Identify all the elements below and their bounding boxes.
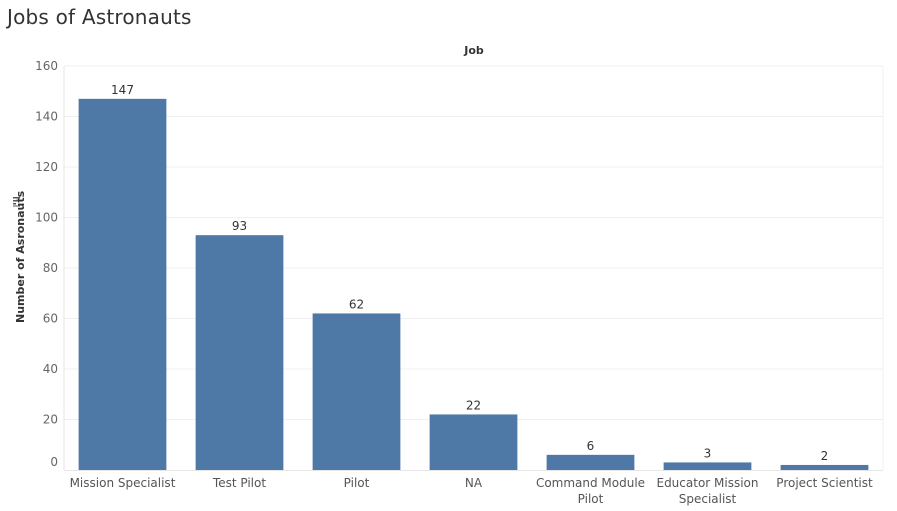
x-tick-label: Mission Specialist	[70, 476, 176, 490]
y-tick-label: 100	[35, 211, 58, 225]
bar[interactable]	[663, 462, 752, 470]
data-label: 3	[704, 446, 712, 460]
column-header: Job	[463, 44, 484, 57]
y-tick-label: 0	[50, 455, 58, 469]
data-label: 147	[111, 83, 134, 97]
bar[interactable]	[195, 235, 284, 470]
data-label: 62	[349, 297, 364, 311]
y-axis-title: Number of Asronauts	[14, 190, 27, 323]
y-tick-label: 40	[43, 362, 58, 376]
y-tick-label: 80	[43, 261, 58, 275]
y-tick-label: 160	[35, 59, 58, 73]
data-label: 2	[821, 449, 829, 463]
x-tick-label: Project Scientist	[776, 476, 873, 490]
x-tick-label: Test Pilot	[212, 476, 266, 490]
x-tick-label: NA	[465, 476, 483, 490]
data-label: 22	[466, 398, 481, 412]
data-label: 6	[587, 439, 595, 453]
x-tick-label: Command Module	[536, 476, 645, 490]
grid-lines	[64, 65, 883, 420]
bars	[78, 98, 869, 470]
y-axis-tick-labels: 0 20 40 60 80 100 120 140 160	[35, 59, 58, 469]
x-tick-label: Educator Mission	[656, 476, 758, 490]
bar[interactable]	[546, 454, 635, 470]
x-tick-label: Specialist	[679, 492, 737, 506]
data-labels: 147 93 62 22 6 3 2	[111, 83, 828, 463]
y-tick-label: 20	[43, 413, 58, 427]
bar[interactable]	[780, 464, 869, 470]
x-axis-tick-labels: Mission Specialist Test Pilot Pilot NA Comma…	[70, 476, 873, 506]
sort-descending-icon[interactable]	[13, 197, 20, 207]
x-tick-label: Pilot	[578, 492, 604, 506]
bar[interactable]	[78, 98, 167, 470]
x-tick-label: Pilot	[344, 476, 370, 490]
y-tick-label: 120	[35, 160, 58, 174]
bar[interactable]	[429, 414, 518, 470]
axes	[63, 66, 884, 471]
y-tick-label: 140	[35, 110, 58, 124]
data-label: 93	[232, 219, 247, 233]
chart-title: Jobs of Astronauts	[7, 5, 192, 29]
y-tick-label: 60	[43, 312, 58, 326]
y-axis-title-group[interactable]: Number of Asronauts	[13, 190, 27, 323]
bar[interactable]	[312, 313, 401, 470]
